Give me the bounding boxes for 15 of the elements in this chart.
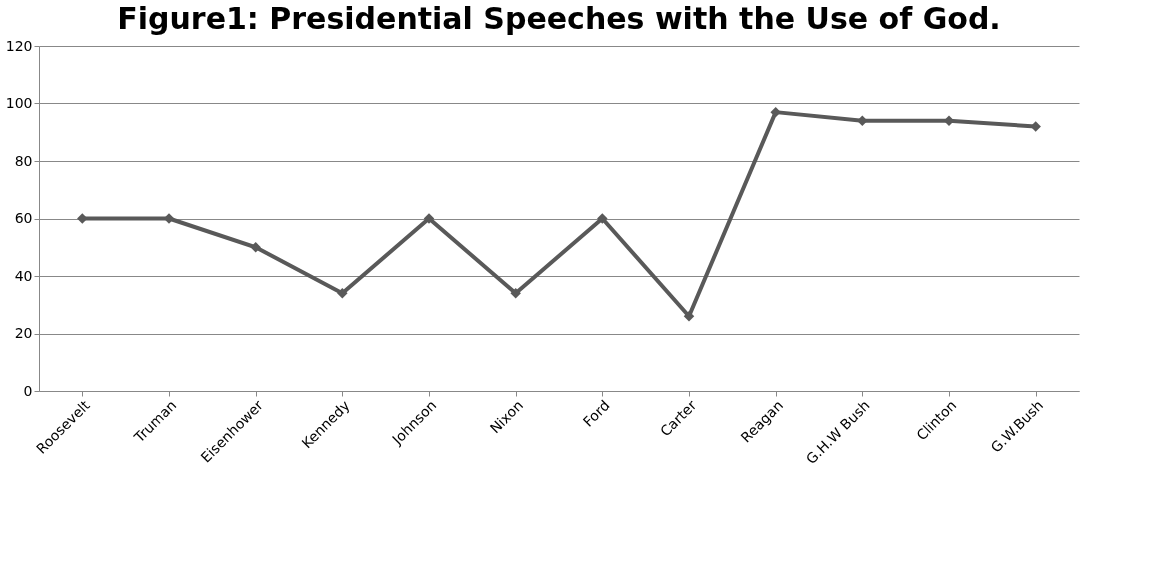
y-tick-label: 40 bbox=[14, 267, 33, 284]
point bbox=[337, 288, 348, 299]
y-tick-label: 100 bbox=[5, 95, 33, 111]
y-tick-label: 80 bbox=[14, 152, 33, 169]
point bbox=[510, 288, 521, 299]
y-tick-label: 60 bbox=[14, 210, 33, 226]
chart-title: Figure1: Presidential Speeches with the Use of God. bbox=[117, 1, 1001, 36]
point bbox=[250, 242, 261, 253]
point bbox=[683, 311, 695, 322]
point bbox=[770, 106, 781, 118]
point bbox=[597, 213, 608, 224]
y-tick-label: 0 bbox=[23, 382, 33, 399]
y-tick-label: 120 bbox=[5, 37, 33, 54]
y-tick-label: 20 bbox=[14, 325, 33, 341]
point bbox=[423, 213, 435, 224]
